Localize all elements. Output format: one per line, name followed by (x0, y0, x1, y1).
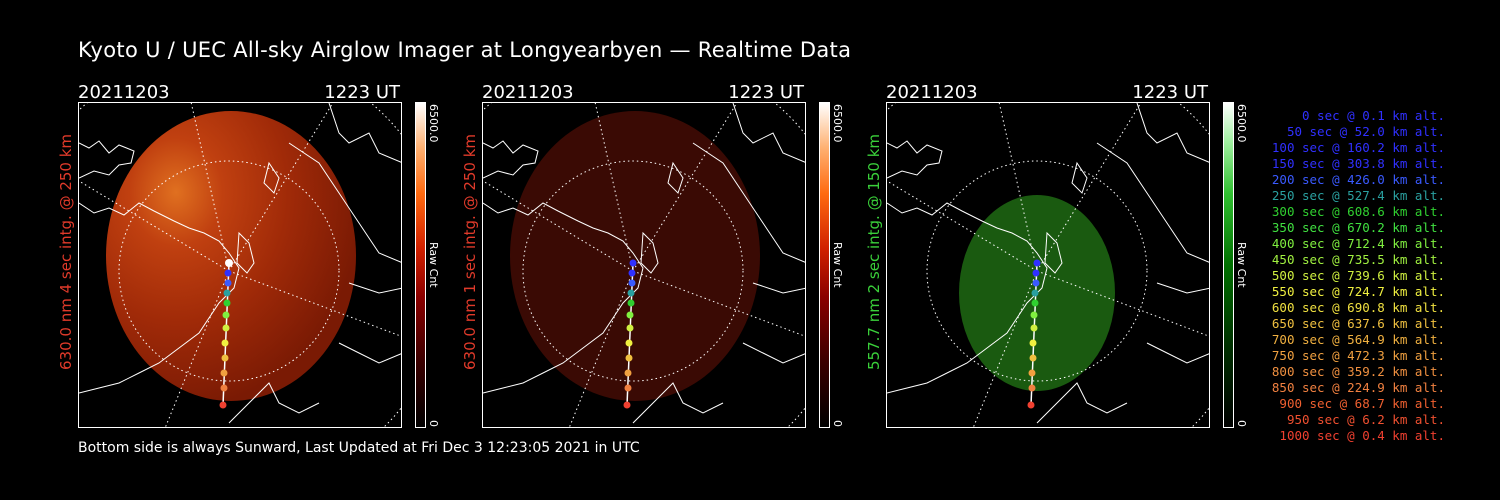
legend-row: 750 sec @ 472.3 km alt. (1271, 348, 1445, 363)
panel-1-cb-max: 6500.0 (427, 104, 440, 143)
legend-row: 800 sec @ 359.2 km alt. (1271, 364, 1445, 379)
legend-row: 250 sec @ 527.4 km alt. (1271, 188, 1445, 203)
panel-2-colorbar (819, 102, 830, 428)
trajectory-legend: 0 sec @ 0.1 km alt. 50 sec @ 52.0 km alt.… (1270, 108, 1445, 444)
panel-3-ylabel: 557.7 nm 2 sec intg. @ 150 km (865, 133, 883, 370)
legend-row: 150 sec @ 303.8 km alt. (1271, 156, 1445, 171)
legend-row: 350 sec @ 670.2 km alt. (1271, 220, 1445, 235)
legend-row: 450 sec @ 735.5 km alt. (1271, 252, 1445, 267)
panel-2-cb-min: 0 (831, 420, 844, 427)
panel-2-allsky-image (482, 102, 806, 428)
legend-row: 400 sec @ 712.4 km alt. (1271, 236, 1445, 251)
panel-1-ylabel: 630.0 nm 4 sec intg. @ 250 km (57, 133, 75, 370)
panel-3-date: 20211203 (886, 82, 978, 103)
panel-3-time: 1223 UT (1132, 82, 1208, 103)
panel-2-time: 1223 UT (728, 82, 804, 103)
legend-row: 900 sec @ 68.7 km alt. (1279, 396, 1445, 411)
legend-row: 600 sec @ 690.8 km alt. (1271, 300, 1445, 315)
legend-row: 200 sec @ 426.0 km alt. (1271, 172, 1445, 187)
legend-row: 1000 sec @ 0.4 km alt. (1279, 428, 1445, 443)
legend-row: 550 sec @ 724.7 km alt. (1271, 284, 1445, 299)
legend-row: 0 sec @ 0.1 km alt. (1302, 108, 1445, 123)
panel-1-colorbar (415, 102, 426, 428)
panel-3-cb-max: 6500.0 (1235, 104, 1248, 143)
legend-row: 100 sec @ 160.2 km alt. (1271, 140, 1445, 155)
panel-3-cb-min: 0 (1235, 420, 1248, 427)
panel-2-date: 20211203 (482, 82, 574, 103)
legend-row: 300 sec @ 608.6 km alt. (1271, 204, 1445, 219)
legend-row: 700 sec @ 564.9 km alt. (1271, 332, 1445, 347)
update-footer: Bottom side is always Sunward, Last Upda… (78, 440, 640, 456)
panel-1-cb-label: Raw Cnt (427, 242, 440, 288)
panel-1-date: 20211203 (78, 82, 170, 103)
legend-row: 950 sec @ 6.2 km alt. (1286, 412, 1445, 427)
legend-row: 650 sec @ 637.6 km alt. (1271, 316, 1445, 331)
legend-row: 850 sec @ 224.9 km alt. (1271, 380, 1445, 395)
panel-1-cb-min: 0 (427, 420, 440, 427)
panel-2-cb-max: 6500.0 (831, 104, 844, 143)
panel-2-ylabel: 630.0 nm 1 sec intg. @ 250 km (461, 133, 479, 370)
panel-1-time: 1223 UT (324, 82, 400, 103)
panel-3-allsky-image (886, 102, 1210, 428)
panel-2-cb-label: Raw Cnt (831, 242, 844, 288)
legend-row: 500 sec @ 739.6 km alt. (1271, 268, 1445, 283)
panel-1-allsky-image (78, 102, 402, 428)
legend-row: 50 sec @ 52.0 km alt. (1286, 124, 1445, 139)
panel-3-colorbar (1223, 102, 1234, 428)
panel-3-cb-label: Raw Cnt (1235, 242, 1248, 288)
page-title: Kyoto U / UEC All-sky Airglow Imager at … (78, 38, 852, 62)
